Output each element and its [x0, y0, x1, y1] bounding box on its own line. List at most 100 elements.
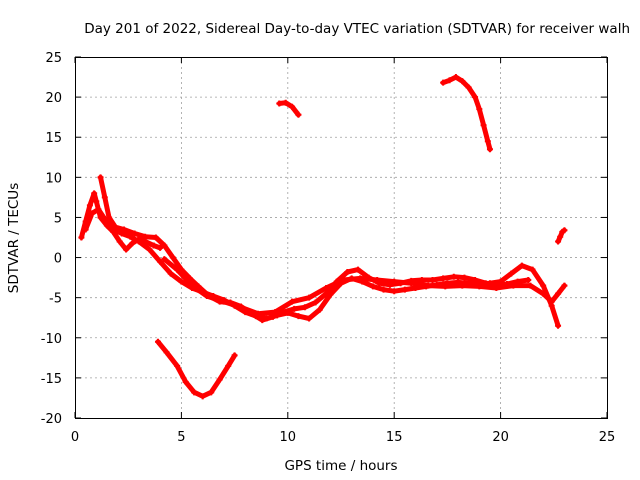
data-point [199, 393, 206, 400]
data-point [89, 210, 96, 217]
series-line [155, 339, 238, 399]
data-point [391, 288, 398, 295]
data-point [357, 275, 364, 282]
data-point [289, 103, 296, 110]
data-point [340, 277, 347, 284]
data-point [312, 299, 319, 306]
data-series [78, 74, 568, 400]
data-point [191, 389, 198, 396]
x-tick-label: 20 [492, 430, 509, 445]
data-point [380, 286, 387, 293]
data-point [167, 270, 174, 277]
data-point [118, 230, 125, 237]
data-point [295, 313, 302, 320]
data-point [174, 266, 181, 273]
data-point [82, 226, 89, 233]
data-point [344, 268, 351, 275]
series-line [83, 206, 561, 329]
data-point [459, 282, 466, 289]
data-point [557, 233, 564, 240]
data-point [97, 174, 104, 181]
data-point [540, 282, 547, 289]
data-point [408, 280, 415, 287]
data-point [540, 290, 547, 297]
data-point [123, 246, 130, 253]
data-point [129, 240, 136, 247]
series-track-f [276, 99, 302, 118]
data-point [355, 266, 362, 273]
data-point [237, 304, 244, 311]
data-point [135, 238, 142, 245]
y-tick-label: 20 [45, 91, 62, 106]
data-point [306, 315, 313, 322]
data-point [555, 290, 562, 297]
data-point [548, 298, 555, 305]
data-point [452, 74, 459, 81]
x-tick-label: 10 [280, 430, 297, 445]
x-tick-label: 5 [177, 430, 185, 445]
data-point [93, 198, 100, 205]
data-point [555, 238, 562, 245]
data-point [476, 106, 483, 113]
data-point [276, 100, 283, 107]
series-line [98, 174, 531, 323]
data-point [150, 242, 157, 249]
data-point [561, 227, 568, 234]
data-point [429, 277, 436, 284]
data-point [391, 278, 398, 285]
plot-frame [75, 57, 608, 419]
data-point [120, 226, 127, 233]
x-axis-label: GPS time / hours [284, 458, 397, 474]
data-point [106, 214, 113, 221]
series-track-d [161, 256, 568, 317]
data-point [163, 349, 170, 356]
data-point [263, 315, 270, 322]
data-point [152, 234, 159, 241]
y-tick-label: 10 [45, 171, 62, 186]
y-tick-label: -20 [41, 412, 62, 427]
data-point [442, 283, 449, 290]
y-tick-label: 0 [54, 252, 62, 267]
series-track-e [154, 338, 238, 400]
data-point [465, 84, 472, 91]
data-point [220, 298, 227, 305]
data-point [327, 291, 334, 298]
data-point [225, 362, 232, 369]
data-point [525, 277, 532, 284]
chart-title: Day 201 of 2022, Sidereal Day-to-day VTE… [84, 21, 630, 37]
data-point [182, 378, 189, 385]
data-point [169, 254, 176, 261]
y-tick-label: 15 [45, 131, 62, 146]
data-point [472, 94, 479, 101]
data-point [154, 338, 161, 345]
data-point [142, 233, 149, 240]
data-point [174, 362, 181, 369]
data-point [301, 304, 308, 311]
data-point [291, 305, 298, 312]
data-point [86, 202, 93, 209]
y-tick-label: 25 [45, 51, 62, 66]
data-point [178, 278, 185, 285]
data-point [446, 77, 453, 84]
grid [75, 57, 607, 418]
series-track-h [555, 227, 568, 245]
data-point [282, 99, 289, 106]
data-point [161, 242, 168, 249]
data-point [101, 194, 108, 201]
series-line [161, 256, 567, 317]
data-point [440, 275, 447, 282]
data-point [440, 79, 447, 86]
data-point [157, 258, 164, 265]
data-point [78, 234, 85, 241]
data-point [272, 309, 279, 316]
data-point [131, 230, 138, 237]
data-point [316, 306, 323, 313]
data-point [208, 389, 215, 396]
data-point [306, 294, 313, 301]
data-point [231, 352, 238, 359]
data-point [486, 146, 493, 153]
data-point [127, 233, 134, 240]
series-line [440, 74, 493, 152]
series-line [276, 100, 301, 118]
y-tick-label: 5 [54, 211, 62, 226]
